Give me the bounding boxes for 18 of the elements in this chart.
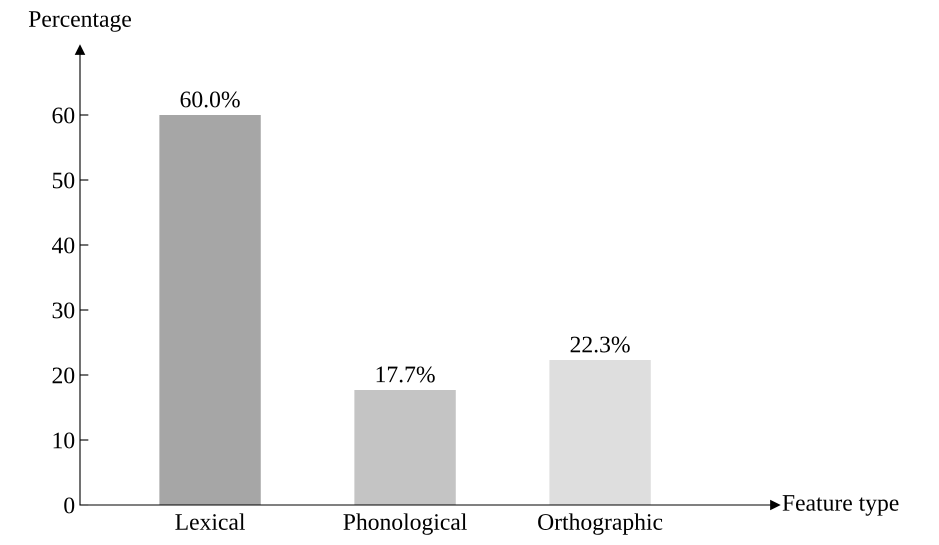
x-tick-label: Lexical (175, 513, 245, 530)
data-label: 17.7% (376, 366, 435, 382)
bar (549, 360, 651, 505)
y-tick-label: 60 (52, 107, 74, 124)
x-axis-title: Feature type (782, 495, 898, 516)
y-tick-label: 30 (52, 302, 74, 318)
y-axis-title: Percentage (28, 11, 131, 32)
bar (354, 390, 456, 505)
y-tick-label: 0 (64, 497, 74, 514)
x-tick-label: Phonological (343, 513, 467, 535)
y-tick-label: 50 (52, 172, 74, 188)
data-label: 60.0% (180, 91, 240, 108)
y-tick-label: 40 (52, 237, 74, 254)
y-tick-label: 10 (54, 432, 74, 448)
y-tick-label: 20 (52, 367, 74, 384)
x-tick-label: Orthographic (538, 513, 662, 535)
bar (159, 115, 261, 505)
data-label: 22.3% (570, 336, 630, 353)
